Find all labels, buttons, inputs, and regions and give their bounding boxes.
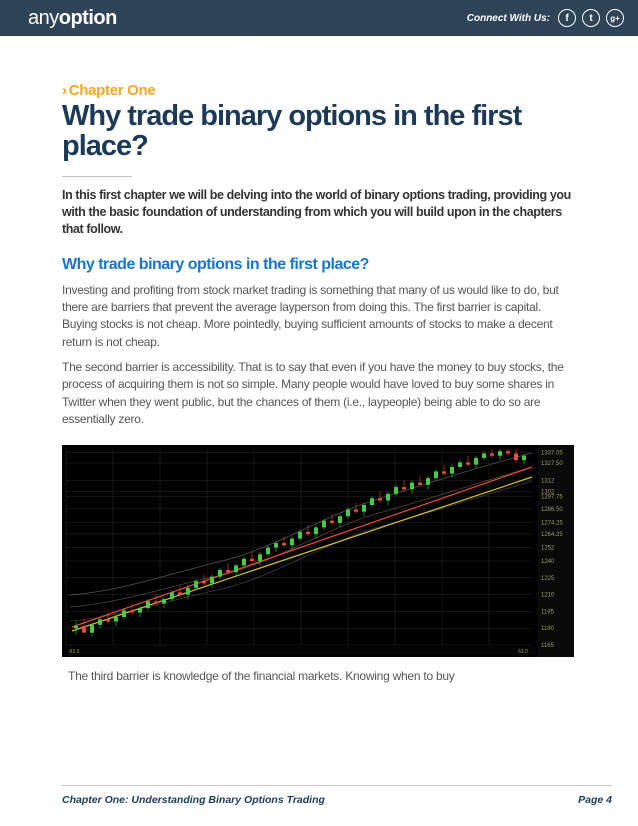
- chart-caption: The third barrier is knowledge of the fi…: [62, 669, 576, 683]
- page-title: Why trade binary options in the first pl…: [62, 101, 576, 162]
- svg-text:1165: 1165: [541, 643, 555, 649]
- svg-text:1264.25: 1264.25: [541, 531, 563, 537]
- svg-text:1297.75: 1297.75: [541, 494, 563, 500]
- svg-text:1312: 1312: [541, 478, 555, 484]
- brand-logo: anyoption: [28, 7, 117, 30]
- svg-text:-63.0: -63.0: [68, 649, 80, 655]
- chart-container: 1337.051327.50131213021297.751286.501274…: [62, 445, 576, 683]
- footer-chapter: Chapter One: Understanding Binary Option…: [62, 794, 325, 806]
- svg-text:1225: 1225: [541, 575, 555, 581]
- svg-text:1252: 1252: [541, 545, 555, 551]
- gplus-icon[interactable]: g+: [606, 9, 624, 27]
- footer-page: Page 4: [578, 794, 612, 806]
- svg-text:1180: 1180: [541, 626, 555, 632]
- section-subheading: Why trade binary options in the first pl…: [62, 256, 576, 274]
- content-area: ›Chapter One Why trade binary options in…: [0, 36, 638, 683]
- svg-text:1210: 1210: [541, 592, 555, 598]
- paragraph-1: Investing and profiting from stock marke…: [62, 282, 576, 352]
- chart-svg: 1337.051327.50131213021297.751286.501274…: [62, 445, 574, 657]
- svg-text:1286.50: 1286.50: [541, 507, 563, 513]
- chevron-icon: ›: [62, 82, 67, 99]
- chapter-intro: In this first chapter we will be delving…: [62, 187, 576, 238]
- page-footer: Chapter One: Understanding Binary Option…: [62, 785, 612, 806]
- connect-group: Connect With Us: f t g+: [467, 9, 624, 27]
- chapter-label: ›Chapter One: [62, 82, 576, 99]
- svg-text:1274.25: 1274.25: [541, 520, 563, 526]
- svg-text:63.0: 63.0: [518, 649, 528, 655]
- svg-text:1337.05: 1337.05: [541, 450, 563, 456]
- svg-text:1327.50: 1327.50: [541, 461, 563, 467]
- header-bar: anyoption Connect With Us: f t g+: [0, 0, 638, 36]
- svg-text:1195: 1195: [541, 609, 555, 615]
- svg-text:1240: 1240: [541, 559, 555, 565]
- title-divider: [62, 176, 132, 177]
- chapter-label-text: Chapter One: [69, 82, 156, 99]
- twitter-icon[interactable]: t: [582, 9, 600, 27]
- candlestick-chart: 1337.051327.50131213021297.751286.501274…: [62, 445, 574, 657]
- brand-thin: any: [28, 7, 59, 29]
- connect-label: Connect With Us:: [467, 13, 550, 24]
- facebook-icon[interactable]: f: [558, 9, 576, 27]
- paragraph-2: The second barrier is accessibility. Tha…: [62, 359, 576, 429]
- brand-bold: option: [59, 7, 117, 29]
